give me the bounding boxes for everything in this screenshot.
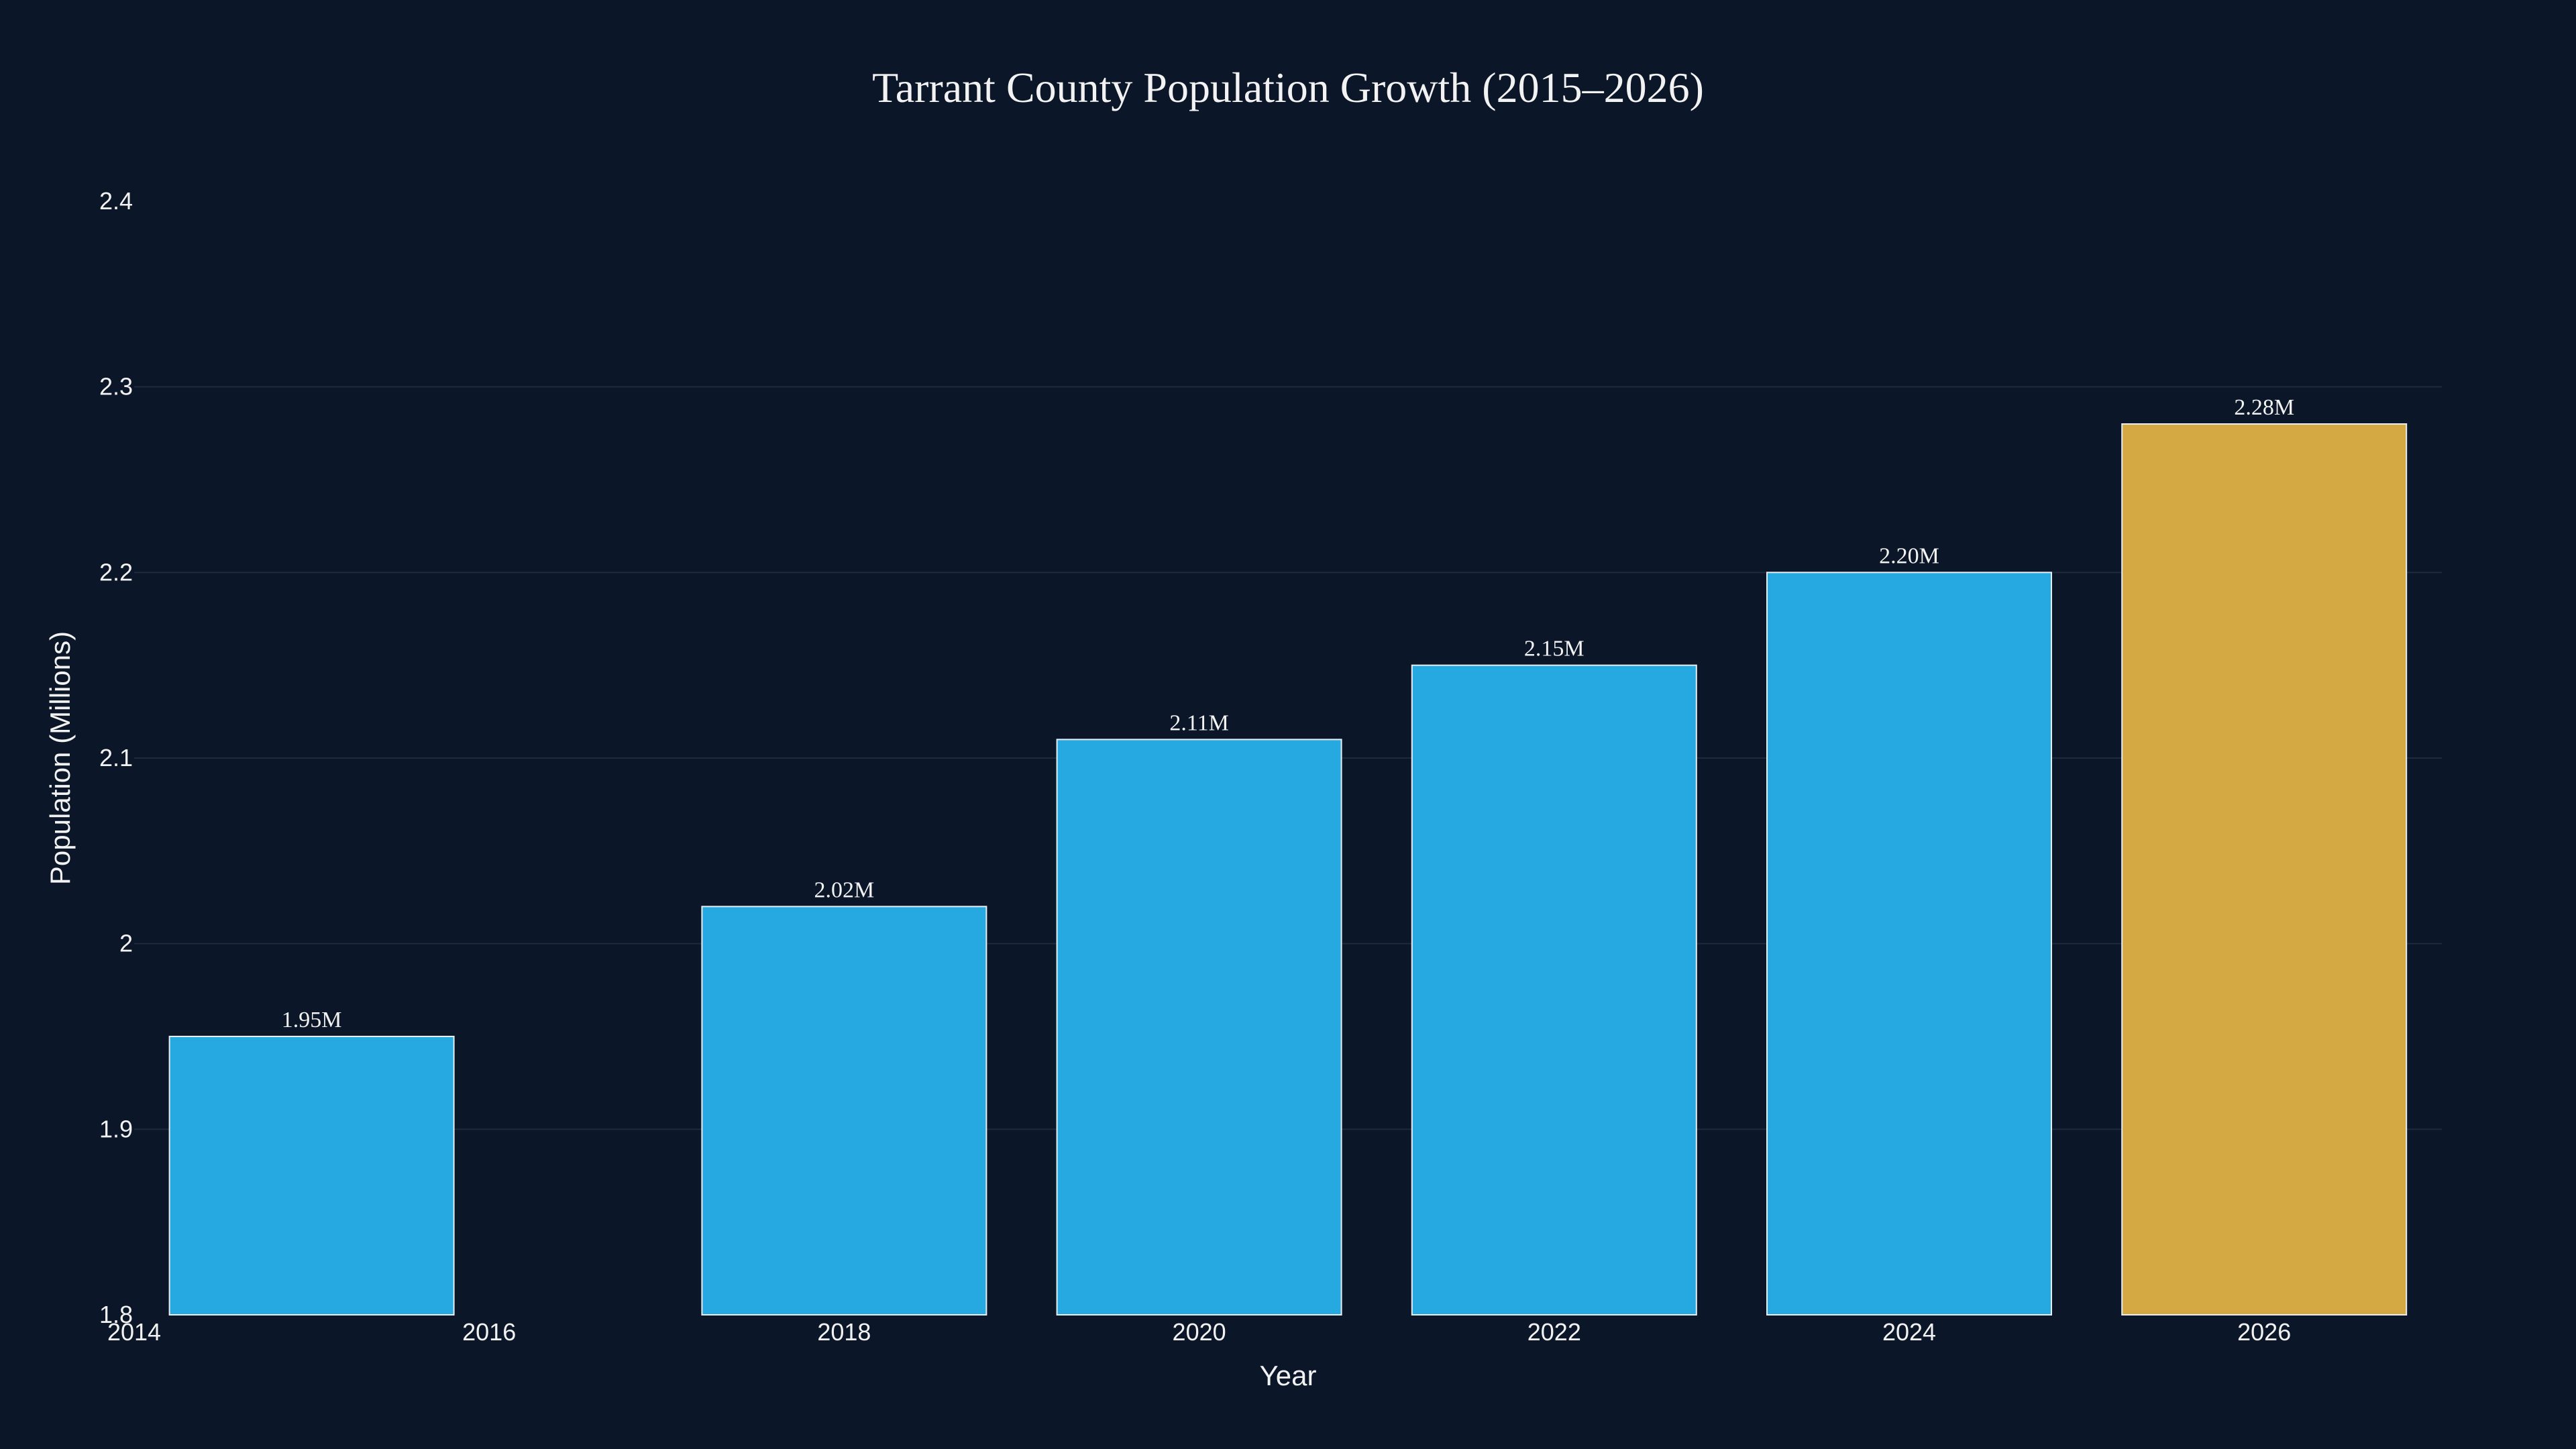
- data-label-2024: 2.20M: [1879, 543, 1939, 568]
- x-tick-label: 2026: [2237, 1318, 2291, 1346]
- x-tick-label: 2014: [107, 1318, 161, 1346]
- bar-2024: [1766, 572, 2052, 1316]
- bar-2026: [2121, 423, 2408, 1316]
- y-tick-label: 2.3: [99, 373, 133, 400]
- y-tick-label: 2: [119, 930, 133, 957]
- bars: [168, 423, 2408, 1316]
- x-tick-label: 2020: [1173, 1318, 1226, 1346]
- data-label-2020: 2.11M: [1169, 710, 1228, 735]
- y-tick-label: 2.2: [99, 558, 133, 586]
- y-tick-label: 1.8: [99, 1301, 133, 1328]
- data-labels: 1.95M 2.02M 2.11M 2.15M 2.20M 2.28M: [282, 395, 2294, 1032]
- x-tick-label: 2022: [1527, 1318, 1581, 1346]
- data-label-2015: 1.95M: [282, 1008, 342, 1032]
- y-tick-label: 2.1: [99, 744, 133, 771]
- data-label-2022: 2.15M: [1524, 637, 1585, 661]
- y-tick-label: 2.4: [99, 187, 133, 215]
- data-label-2026: 2.28M: [2234, 395, 2294, 420]
- chart-title: Tarrant County Population Growth (2015–2…: [872, 64, 1704, 111]
- x-tick-label: 2024: [1882, 1318, 1936, 1346]
- bar-2020: [1056, 739, 1342, 1316]
- bar-2018: [701, 906, 987, 1316]
- y-axis-title: Population (Millions): [44, 631, 76, 885]
- bar-2015: [168, 1036, 455, 1316]
- x-axis-ticks: 2014 2016 2018 2020 2022 2024 2026: [107, 1318, 2291, 1346]
- x-axis-title: Year: [1260, 1360, 1317, 1391]
- y-axis-ticks: 1.8 1.9 2 2.1 2.2 2.3 2.4: [99, 187, 133, 1328]
- bar-2022: [1411, 664, 1697, 1316]
- x-tick-label: 2018: [817, 1318, 871, 1346]
- y-tick-label: 1.9: [99, 1115, 133, 1142]
- data-label-2018: 2.02M: [814, 877, 875, 902]
- x-tick-label: 2016: [462, 1318, 516, 1346]
